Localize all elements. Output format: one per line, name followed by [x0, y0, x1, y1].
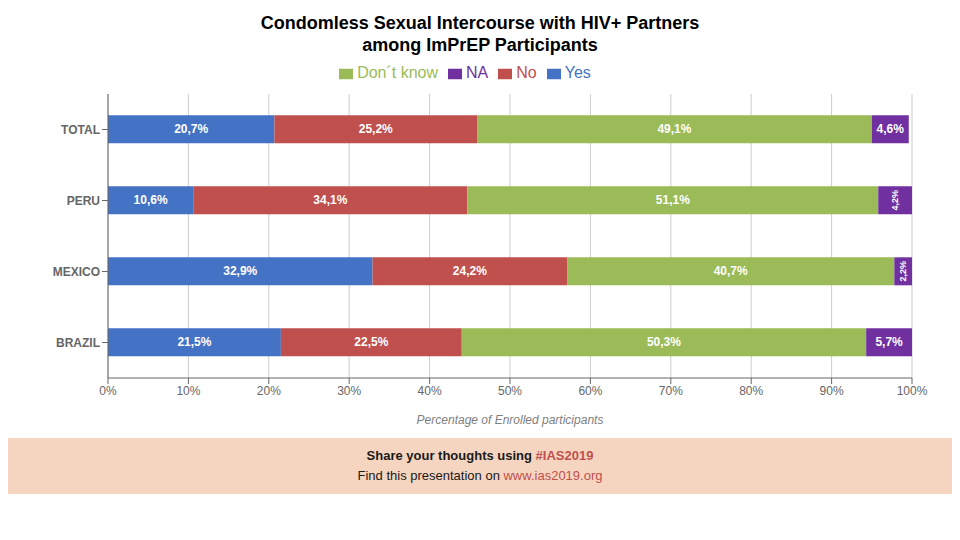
svg-text:40%: 40% — [418, 384, 442, 398]
svg-text:60%: 60% — [578, 384, 602, 398]
svg-text:2,2%: 2,2% — [898, 261, 908, 282]
html-text:NA: NA — [466, 64, 489, 81]
html-text:Don´t know: Don´t know — [357, 64, 439, 81]
svg-text:20%: 20% — [257, 384, 281, 398]
html-text:among ImPrEP Participants: among ImPrEP Participants — [362, 35, 598, 55]
svg-text:Percentage of Enrolled partici: Percentage of Enrolled participants — [417, 413, 604, 427]
html-text:Share your thoughts using #IAS: Share your thoughts using #IAS2019 — [366, 448, 594, 463]
svg-text:32,9%: 32,9% — [223, 264, 257, 278]
svg-text:100%: 100% — [897, 384, 928, 398]
svg-text:24,2%: 24,2% — [453, 264, 487, 278]
svg-text:80%: 80% — [739, 384, 763, 398]
svg-text:10%: 10% — [176, 384, 200, 398]
svg-text:51,1%: 51,1% — [656, 193, 690, 207]
html-text:Find this presentation on www.: Find this presentation on www.ias2019.or… — [357, 468, 603, 483]
svg-text:20,7%: 20,7% — [174, 122, 208, 136]
svg-text:MEXICO: MEXICO — [53, 265, 100, 279]
svg-text:25,2%: 25,2% — [359, 122, 393, 136]
svg-text:4,2%: 4,2% — [890, 190, 900, 211]
svg-text:21,5%: 21,5% — [177, 335, 211, 349]
svg-text:0%: 0% — [99, 384, 117, 398]
svg-text:70%: 70% — [659, 384, 683, 398]
svg-text:30%: 30% — [337, 384, 361, 398]
svg-text:4,6%: 4,6% — [877, 122, 905, 136]
svg-text:22,5%: 22,5% — [354, 335, 388, 349]
svg-text:PERU: PERU — [67, 194, 100, 208]
html-text:Yes: Yes — [564, 64, 591, 81]
svg-text:TOTAL: TOTAL — [61, 123, 100, 137]
svg-text:49,1%: 49,1% — [657, 122, 691, 136]
svg-text:5,7%: 5,7% — [875, 335, 903, 349]
html-text:No: No — [516, 64, 537, 81]
svg-text:90%: 90% — [820, 384, 844, 398]
html-text:Condomless Sexual Intercourse: Condomless Sexual Intercourse with HIV+ … — [260, 13, 700, 33]
svg-text:BRAZIL: BRAZIL — [56, 336, 100, 350]
svg-text:34,1%: 34,1% — [313, 193, 347, 207]
svg-text:40,7%: 40,7% — [714, 264, 748, 278]
svg-text:50,3%: 50,3% — [647, 335, 681, 349]
svg-text:10,6%: 10,6% — [134, 193, 168, 207]
svg-text:50%: 50% — [498, 384, 522, 398]
